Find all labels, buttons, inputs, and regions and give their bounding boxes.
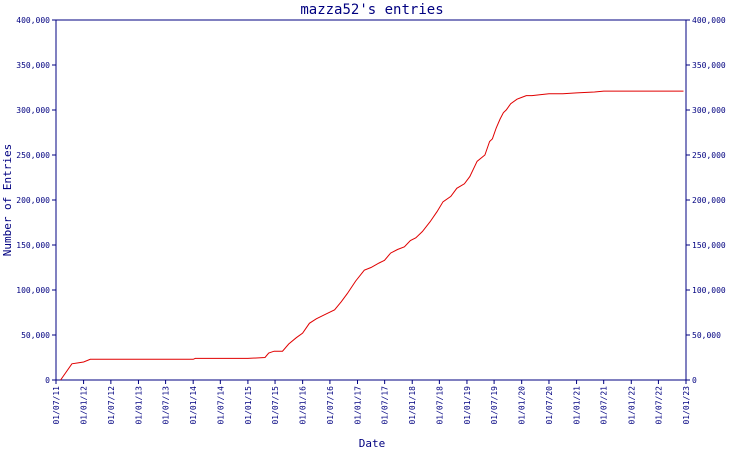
y-tick-label-left: 400,000 xyxy=(16,16,50,25)
y-tick-label-right: 0 xyxy=(692,376,697,385)
y-tick-label-left: 300,000 xyxy=(16,106,50,115)
series-layer xyxy=(60,90,684,381)
plot-frame xyxy=(55,19,687,381)
x-tick-label: 01/07/21 xyxy=(600,386,609,425)
x-axis-label: Date xyxy=(359,437,386,450)
chart-title: mazza52's entries xyxy=(300,2,443,18)
y-tick-label-left: 50,000 xyxy=(21,331,50,340)
ticks-layer: 0 0 50,000 50,000 100,000 100,000 150,000 150,0… xyxy=(16,16,726,425)
y-axis-label: Number of Entries xyxy=(1,144,14,257)
y-tick-label-right: 300,000 xyxy=(692,106,726,115)
series-line xyxy=(60,90,684,381)
x-tick-label: 01/07/17 xyxy=(381,386,390,425)
x-tick-label: 01/01/14 xyxy=(189,386,198,425)
x-tick-label: 01/07/16 xyxy=(326,386,335,425)
y-tick-label-left: 150,000 xyxy=(16,241,50,250)
x-tick-label: 01/07/14 xyxy=(216,386,225,425)
x-tick-label: 01/01/17 xyxy=(354,386,363,425)
x-tick-label: 01/07/13 xyxy=(162,386,171,425)
y-tick-label-right: 350,000 xyxy=(692,61,726,70)
y-tick-label-left: 100,000 xyxy=(16,286,50,295)
y-tick-label-right: 150,000 xyxy=(692,241,726,250)
x-tick-label: 01/01/16 xyxy=(299,386,308,425)
x-tick-label: 01/07/12 xyxy=(107,386,116,425)
y-tick-label-right: 200,000 xyxy=(692,196,726,205)
x-tick-label: 01/01/19 xyxy=(463,386,472,425)
x-tick-label: 01/01/23 xyxy=(682,386,691,425)
x-tick-label: 01/01/22 xyxy=(627,386,636,425)
y-tick-label-left: 250,000 xyxy=(16,151,50,160)
x-tick-label: 01/07/19 xyxy=(490,386,499,425)
y-tick-label-left: 200,000 xyxy=(16,196,50,205)
x-tick-label: 01/01/12 xyxy=(80,386,89,425)
y-tick-label-left: 0 xyxy=(45,376,50,385)
x-tick-label: 01/01/13 xyxy=(134,386,143,425)
x-tick-label: 01/01/15 xyxy=(244,386,253,425)
x-tick-label: 01/01/21 xyxy=(573,386,582,425)
x-tick-label: 01/07/18 xyxy=(435,386,444,425)
y-tick-label-right: 400,000 xyxy=(692,16,726,25)
y-tick-label-left: 350,000 xyxy=(16,61,50,70)
y-tick-label-right: 50,000 xyxy=(692,331,721,340)
y-tick-label-right: 100,000 xyxy=(692,286,726,295)
x-tick-label: 01/01/20 xyxy=(518,386,527,425)
x-tick-label: 01/07/15 xyxy=(271,386,280,425)
x-tick-label: 01/01/18 xyxy=(408,386,417,425)
y-tick-label-right: 250,000 xyxy=(692,151,726,160)
x-tick-label: 01/07/11 xyxy=(52,386,61,425)
x-tick-label: 01/07/20 xyxy=(545,386,554,425)
x-tick-label: 01/07/22 xyxy=(654,386,663,425)
